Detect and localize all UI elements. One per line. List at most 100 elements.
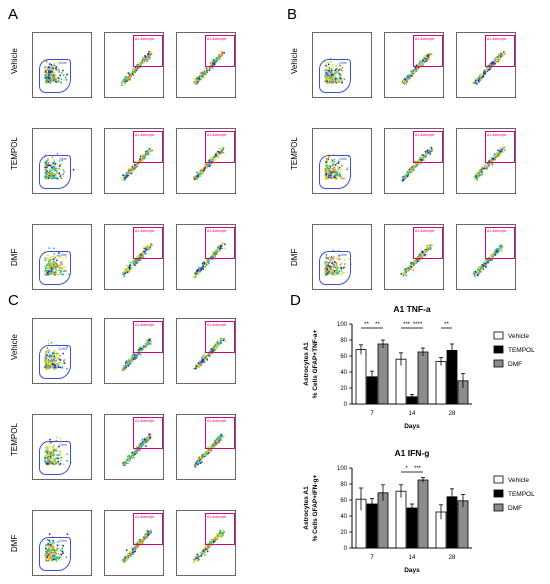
dot-plot: A1 astrocyte	[104, 224, 164, 290]
cells-gate	[39, 345, 71, 379]
legend-label: DMF	[508, 505, 522, 512]
y-tick-label: 80	[340, 482, 347, 488]
density-dots	[192, 242, 226, 279]
a1-astrocyte-gate	[133, 417, 163, 449]
bar	[446, 350, 458, 405]
a1-gate-label: A1 astrocyte	[487, 229, 507, 233]
density-dots	[472, 51, 507, 85]
bar	[406, 507, 418, 549]
bar	[366, 503, 378, 549]
cells-gate-label: Cells	[339, 157, 347, 161]
legend-swatch	[493, 489, 504, 498]
a1-astrocyte-gate	[133, 35, 163, 67]
dot-plot: Cells	[32, 414, 92, 480]
legend-label: TEMPOL	[508, 491, 535, 498]
a1-astrocyte-gate	[413, 35, 443, 67]
density-dots	[192, 529, 226, 564]
cells-gate-label: Cells	[59, 253, 67, 257]
density-dots	[121, 433, 152, 467]
a1-gate-label: A1 astrocyte	[135, 419, 155, 423]
a1-gate-label: A1 astrocyte	[207, 419, 227, 423]
density-dots	[121, 242, 153, 278]
dot-plot: Cells	[32, 128, 92, 194]
significance-label: **	[375, 322, 380, 328]
dot-plot: A1 astrocyte	[104, 510, 164, 576]
a1-gate-label: A1 astrocyte	[207, 133, 227, 137]
bar	[377, 343, 389, 405]
chart-title: A1 IFN-g	[395, 448, 430, 458]
dot-plot: Cells	[32, 224, 92, 290]
y-tick-label: 100	[337, 322, 348, 328]
density-dots	[401, 146, 434, 182]
bar	[355, 349, 367, 405]
cells-gate-label: Cells	[59, 443, 67, 447]
dot-plot: A1 astrocyte	[176, 510, 236, 576]
cells-gate-label: Cells	[59, 347, 67, 351]
x-tick-label: 7	[370, 555, 374, 561]
y-tick-label: 20	[340, 530, 347, 536]
x-axis-title: Days	[404, 567, 420, 574]
significance-label: ***	[414, 466, 422, 472]
panel-letter-d: D	[290, 292, 301, 309]
cells-gate	[39, 441, 71, 475]
bar	[457, 500, 469, 549]
significance-label: ***	[403, 322, 411, 328]
bar	[417, 351, 429, 405]
a1-astrocyte-gate	[205, 321, 235, 353]
dot-plot: A1 astrocyte	[176, 224, 236, 290]
cells-gate	[319, 251, 351, 285]
density-dots	[472, 244, 504, 278]
y-tick-label: 0	[344, 546, 348, 552]
legend-swatch	[493, 345, 504, 354]
dot-plot: A1 astrocyte	[104, 414, 164, 480]
cells-gate	[39, 155, 71, 189]
y-tick-label: 0	[344, 402, 348, 408]
a1-gate-label: A1 astrocyte	[207, 323, 227, 327]
row-label-dmf: DMF	[10, 534, 19, 552]
legend-label: Vehicle	[508, 477, 529, 484]
y-tick-label: 60	[340, 354, 347, 360]
y-axis-title: % Cells GFAP+IFN-g+	[312, 474, 319, 541]
dot-plot: A1 astrocyte	[104, 32, 164, 98]
row-label-vehicle: Vehicle	[10, 334, 19, 360]
legend-label: TEMPOL	[508, 347, 535, 354]
x-tick-label: 14	[409, 411, 416, 417]
dot-plot: A1 astrocyte	[384, 32, 444, 98]
bar	[395, 358, 407, 405]
a1-astrocyte-gate	[413, 131, 443, 163]
a1-astrocyte-gate	[485, 35, 515, 67]
y-tick-label: 60	[340, 498, 347, 504]
x-tick-label: 14	[409, 555, 416, 561]
y-tick-label: 40	[340, 514, 347, 520]
a1-astrocyte-gate	[205, 417, 235, 449]
dot-plot: A1 astrocyte	[176, 318, 236, 384]
dot-plot: Cells	[312, 224, 372, 290]
cells-gate	[39, 537, 71, 571]
density-dots	[121, 147, 154, 181]
bar	[435, 361, 447, 405]
density-dots	[193, 147, 225, 181]
dot-plot: A1 astrocyte	[176, 32, 236, 98]
cells-gate	[39, 59, 71, 93]
a1-astrocyte-gate	[205, 513, 235, 545]
a1-gate-label: A1 astrocyte	[207, 515, 227, 519]
a1-astrocyte-gate	[485, 131, 515, 163]
chart-title: A1 TNF-a	[393, 304, 431, 314]
cells-gate-label: Cells	[59, 539, 67, 543]
y-tick-label: 40	[340, 370, 347, 376]
cells-gate-label: Cells	[59, 157, 67, 161]
density-dots	[193, 337, 227, 370]
dot-plot: A1 astrocyte	[456, 224, 516, 290]
a1-gate-label: A1 astrocyte	[135, 37, 155, 41]
cells-gate-label: Cells	[339, 61, 347, 65]
bar	[395, 490, 407, 549]
dot-plot: A1 astrocyte	[176, 414, 236, 480]
y-axis-title: % Cells GFAP+TNF-a+	[312, 329, 319, 398]
a1-gate-label: A1 astrocyte	[415, 37, 435, 41]
significance-label: *	[405, 466, 408, 472]
a1-gate-label: A1 astrocyte	[487, 133, 507, 137]
a1-gate-label: A1 astrocyte	[135, 229, 155, 233]
a1-gate-label: A1 astrocyte	[135, 515, 155, 519]
x-tick-label: 28	[449, 555, 456, 561]
